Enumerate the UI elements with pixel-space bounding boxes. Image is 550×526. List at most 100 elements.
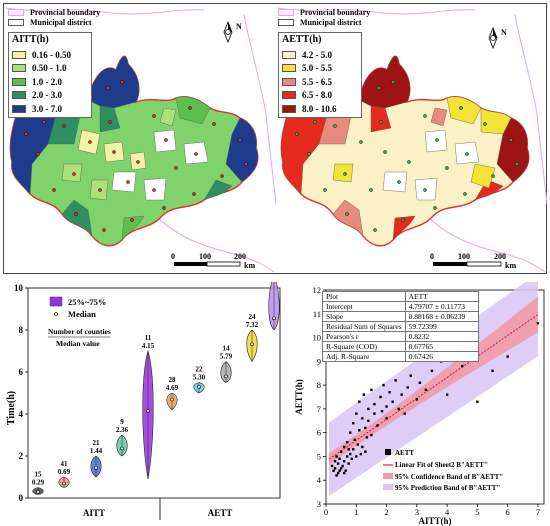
data-point: [388, 391, 391, 394]
data-point: [345, 455, 349, 458]
data-point: [342, 471, 346, 475]
data-point: [338, 469, 341, 472]
data-point: [418, 381, 422, 384]
data-point: [352, 448, 355, 451]
legend-range-label: 25%~75%: [68, 297, 106, 307]
stats-key: Slope: [322, 311, 406, 322]
violin-median-marker: [94, 465, 98, 470]
data-point: [506, 355, 509, 358]
scale-tick: 100: [199, 252, 211, 261]
data-point: [370, 388, 373, 392]
violin-count-label: 22: [196, 366, 204, 374]
legend-count-label: Number of counties: [48, 327, 111, 336]
data-point: [361, 445, 364, 449]
data-point: [344, 469, 347, 472]
scale-tick: 0: [430, 252, 434, 261]
stats-key: Adj. R-Square: [322, 351, 406, 362]
data-point: [385, 417, 388, 420]
data-point: [397, 407, 400, 411]
boundary-legend-left: Provincial boundary Municipal district: [8, 7, 100, 27]
stats-value: 0.67426: [404, 351, 479, 362]
stats-row: Plot AETT: [322, 291, 479, 302]
scale-tick: 100: [458, 252, 470, 261]
scale-unit: km: [505, 261, 516, 270]
data-point: [406, 386, 409, 389]
data-point: [364, 426, 367, 430]
violin-median-marker: [272, 316, 276, 321]
legend-median-marker: [54, 312, 58, 316]
violin-median-value: 5.79: [220, 353, 233, 361]
legend-aett-label: AETT: [395, 449, 414, 457]
violin-count-label: 9: [120, 418, 124, 426]
violin-group-label-aitt: AITT: [83, 508, 105, 518]
x-tick-label: 3: [415, 507, 419, 517]
violin-median-marker: [224, 374, 228, 379]
violin-count-label: 14: [223, 345, 231, 353]
legend-class-swatch: [12, 77, 26, 86]
violin-median-marker: [62, 481, 66, 486]
data-point: [335, 455, 338, 458]
legend-class-row: 2.0 - 3.0: [9, 89, 91, 103]
data-point: [415, 398, 419, 401]
violin-y-axis-label: Time(h): [6, 391, 17, 425]
violin-median-value: 4.69: [166, 384, 179, 392]
aett-class-patches: [281, 56, 529, 241]
data-point: [362, 393, 366, 396]
data-point: [349, 431, 352, 434]
legend-class-label: 5.5 - 6.5: [302, 76, 332, 87]
y-tick-label: 3: [317, 499, 321, 509]
data-point: [380, 410, 384, 413]
legend-class-label: 3.0 - 7.0: [32, 103, 62, 114]
violin-count-label: 24: [249, 313, 257, 321]
stats-key: Plot: [322, 291, 406, 302]
legend-class-label: 8.0 - 10.6: [302, 103, 337, 114]
aitt-legend: AITT(h) 0.16 - 0.50 0.50 - 1.0 1.0 - 2.0 2.…: [8, 32, 92, 118]
y-tick-label: 11: [313, 309, 321, 319]
legend-confidence-swatch: [383, 473, 393, 479]
legend-class-label: 2.0 - 3.0: [32, 90, 62, 101]
violin-median-value: 2.36: [116, 426, 129, 434]
scatter-x-axis-label: AITT(h): [418, 516, 451, 526]
y-tick-label: 2: [19, 451, 24, 461]
legend-range-swatch: [49, 296, 63, 307]
legend-provincial-boundary: Provincial boundary: [30, 7, 101, 17]
legend-class-row: 5.0 - 5.5: [279, 62, 361, 76]
data-point: [355, 455, 358, 458]
stats-row: Intercept 4.79707 ± 0.11773: [322, 301, 479, 312]
y-tick-label: 8: [317, 380, 321, 390]
stats-row: R-Square (COD) 0.67765: [322, 341, 479, 352]
data-point: [379, 395, 382, 399]
data-point: [491, 369, 494, 373]
stats-value: 4.79707 ± 0.11773: [404, 301, 479, 312]
x-tick-label: 2: [384, 507, 388, 517]
legend-class-row: 0.16 - 0.50: [9, 48, 91, 62]
data-point: [403, 412, 406, 415]
violin-median-value: 0.29: [32, 479, 45, 487]
data-point: [445, 393, 449, 396]
data-point: [349, 452, 352, 456]
legend-class-swatch: [12, 104, 26, 113]
legend-class-row: 3.0 - 7.0: [9, 102, 91, 116]
map-panel: N 0 100 200 km: [3, 3, 547, 274]
y-tick-label: 10: [313, 333, 322, 343]
x-tick-label: 4: [445, 507, 450, 517]
data-point: [345, 440, 349, 444]
violin-count-label: 15: [35, 471, 43, 479]
data-point: [358, 400, 361, 403]
violin-median-marker: [250, 342, 254, 347]
legend-prediction-label: 95% Prediction Band of B"AETT": [395, 484, 500, 492]
fit-line: [328, 314, 539, 460]
stats-key: Intercept: [322, 301, 406, 312]
data-point: [361, 417, 364, 420]
stats-key: R-Square (COD): [322, 341, 406, 352]
data-point: [330, 464, 334, 468]
x-tick-label: 0: [324, 507, 328, 517]
data-point: [359, 452, 363, 456]
stats-value: 0.8232: [404, 331, 479, 342]
data-point: [358, 429, 361, 432]
boundary-legend-right: Provincial boundary Municipal district: [278, 7, 370, 27]
data-point: [342, 445, 346, 449]
violin-median-value: 7.32: [246, 321, 259, 329]
y-tick-label: 12: [313, 285, 322, 295]
